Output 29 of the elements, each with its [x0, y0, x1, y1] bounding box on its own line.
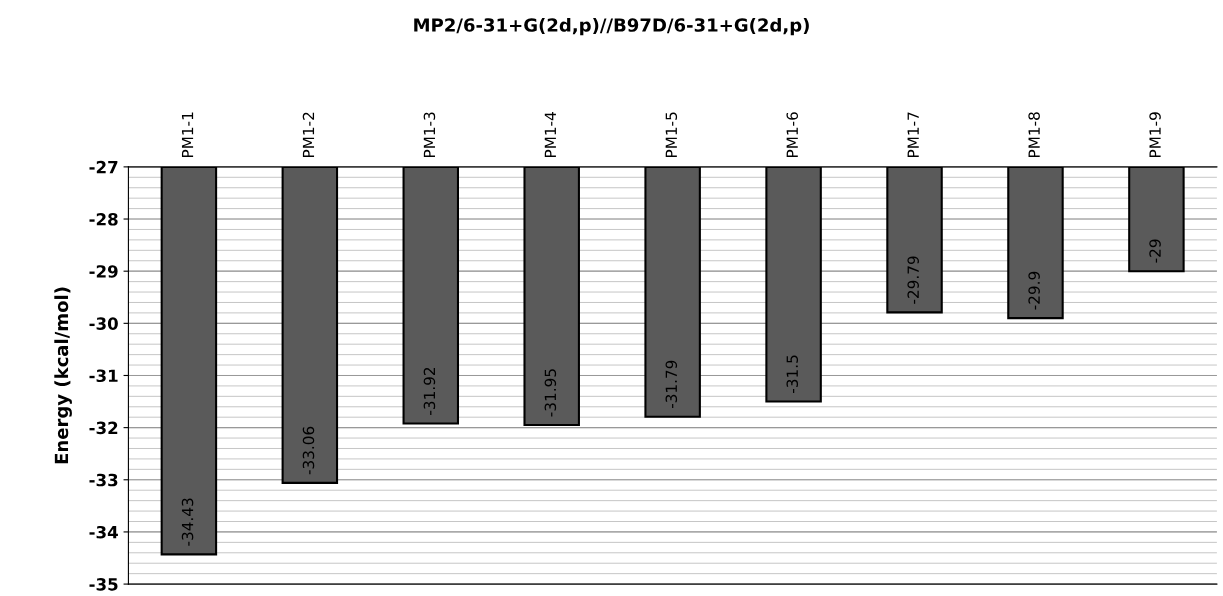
- data-label: -31.5: [786, 355, 799, 393]
- x-tick-label: PM1-4: [544, 112, 556, 158]
- data-label: -29.9: [1028, 271, 1040, 310]
- data-label: -34.43: [181, 498, 194, 546]
- chart-title: MP2/6-31+G(2d,p)//B97D/6-31+G(2d,p): [414, 17, 809, 36]
- data-label: -29: [1149, 239, 1161, 263]
- x-tick-label: PM1-6: [786, 112, 799, 158]
- y-tick-label: -27: [89, 160, 118, 174]
- y-tick-label: -34: [89, 525, 118, 539]
- data-label: -31.92: [423, 367, 436, 415]
- y-tick-label: -35: [89, 578, 118, 591]
- x-tick-label: PM1-7: [907, 112, 919, 158]
- data-label: -31.79: [665, 360, 678, 409]
- data-label: -29.79: [907, 256, 919, 304]
- y-axis-title: Energy (kcal/mol): [54, 287, 72, 464]
- x-tick-label: PM1-5: [665, 112, 678, 158]
- y-tick-label: -29: [89, 265, 118, 278]
- x-tick-label: PM1-8: [1028, 112, 1040, 158]
- y-tick-label: -30: [89, 317, 118, 330]
- y-tick-label: -33: [89, 473, 118, 487]
- data-label: -31.95: [544, 369, 557, 417]
- y-tick-label: -31: [89, 369, 118, 383]
- x-tick-label: PM1-3: [423, 112, 436, 158]
- x-tick-label: PM1-1: [181, 112, 194, 158]
- y-tick-label: -28: [89, 212, 118, 226]
- data-label: -33.06: [302, 426, 315, 475]
- x-tick-label: PM1-2: [302, 112, 315, 158]
- x-tick-label: PM1-9: [1149, 112, 1161, 158]
- y-tick-label: -32: [89, 421, 118, 435]
